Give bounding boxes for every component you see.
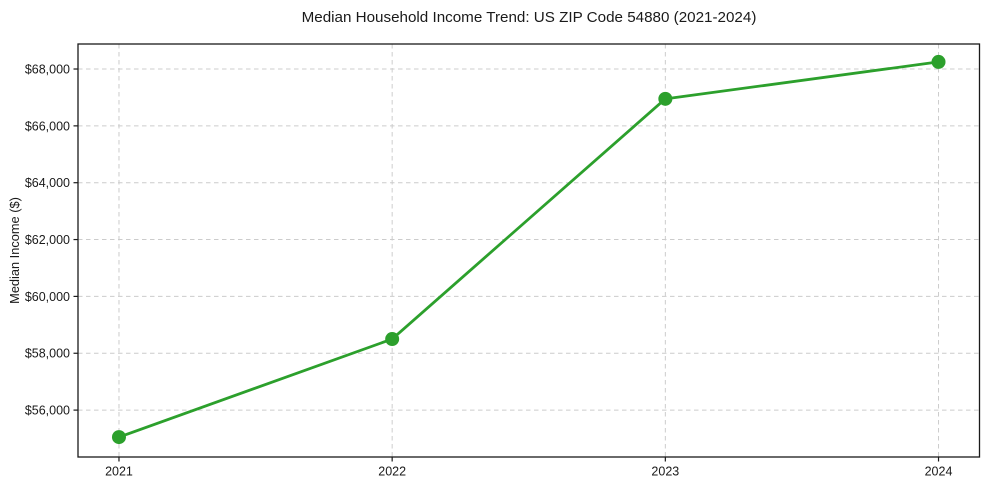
series-layer	[111, 54, 946, 445]
y-tick-label: $60,000	[25, 290, 70, 304]
y-tick-label: $68,000	[25, 62, 70, 76]
y-tick-label: $66,000	[25, 119, 70, 133]
x-tick-label: 2023	[651, 465, 679, 479]
x-tick-label: 2021	[105, 465, 133, 479]
y-tick-label: $56,000	[25, 404, 70, 418]
gridlines-layer	[78, 44, 980, 457]
data-point	[385, 332, 400, 347]
x-tick-label: 2024	[925, 465, 953, 479]
tick-labels-layer: $56,000 $58,000 $60,000 $62,000 $64,000 $66,0…	[25, 62, 953, 478]
income-trend-line	[117, 60, 940, 439]
x-tick-label: 2022	[378, 465, 406, 479]
y-tick-label: $64,000	[25, 176, 70, 190]
chart-title: Median Household Income Trend: US ZIP Co…	[302, 9, 757, 26]
y-axis-label: Median Income ($)	[7, 197, 22, 304]
y-tick-label: $58,000	[25, 347, 70, 361]
axis-ticks-layer	[73, 68, 940, 462]
data-point	[931, 54, 946, 69]
data-point	[111, 430, 126, 445]
y-tick-label: $62,000	[25, 233, 70, 247]
plot-border	[77, 43, 981, 458]
data-point	[658, 91, 673, 106]
